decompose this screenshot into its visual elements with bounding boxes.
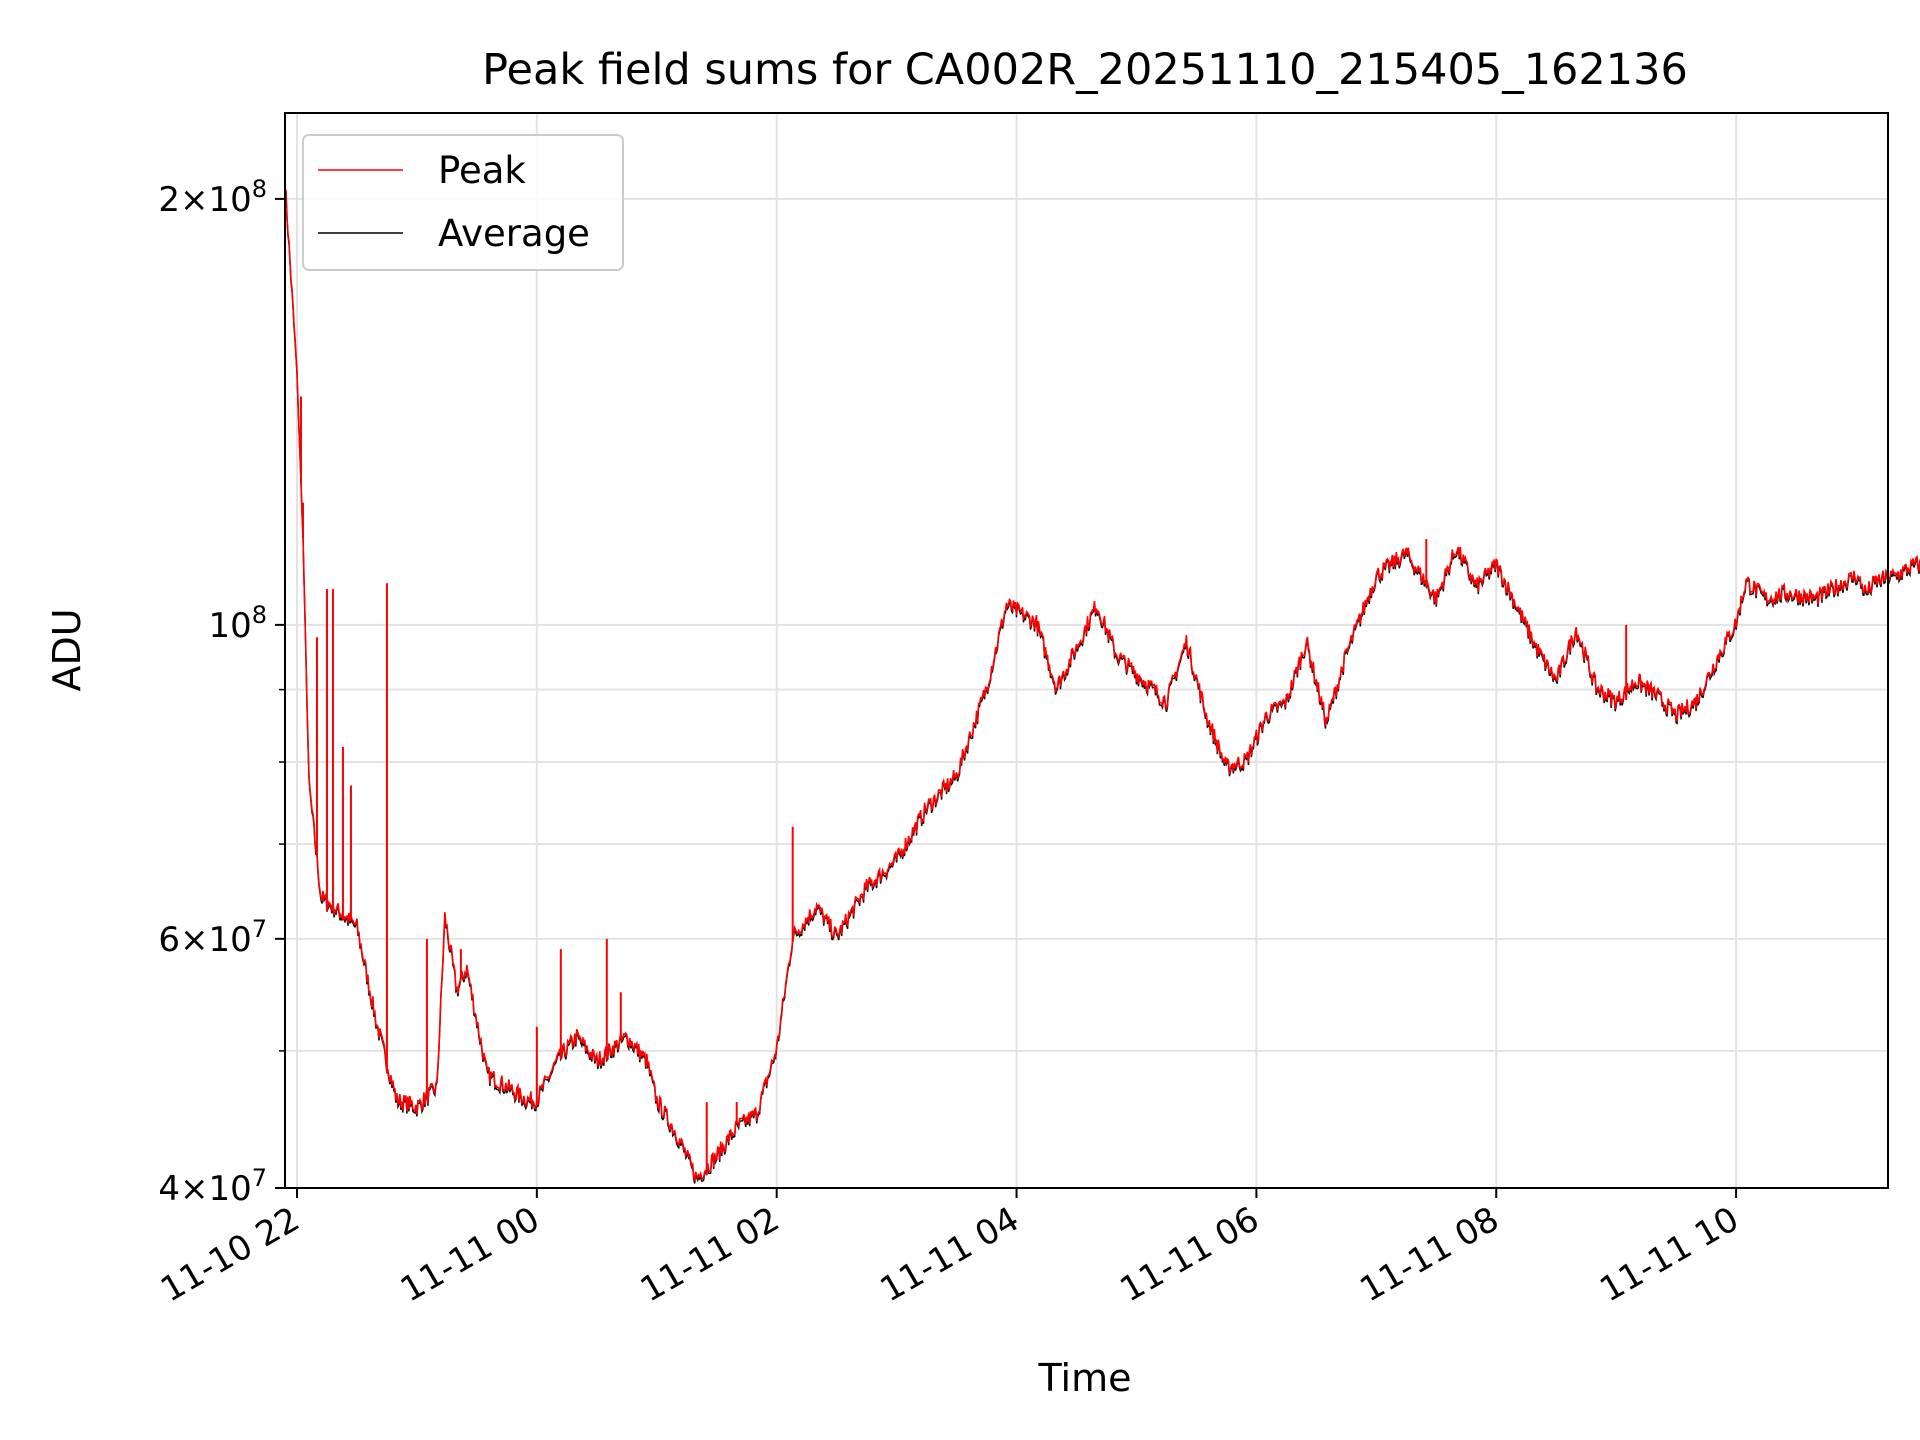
legend-box [302, 134, 624, 271]
chart-title: Peak field sums for CA002R_20251110_2154… [482, 45, 1688, 95]
series-peak-line [284, 189, 1920, 1182]
x-tick-label: 11-11 06 [1114, 1199, 1266, 1310]
series-average-group [284, 191, 1920, 1184]
y-tick-label: 6×107 [158, 915, 267, 960]
x-tick-label: 11-11 08 [1353, 1199, 1505, 1310]
y-tick-label: 4×107 [158, 1164, 267, 1209]
legend-peak-label: Peak [438, 149, 526, 192]
series-average-line [284, 191, 1920, 1184]
y-axis-ticks: 4×107 6×107 108 2×108 [158, 175, 285, 1209]
series-peak-group [284, 189, 1920, 1182]
x-axis-label: Time [1038, 1356, 1132, 1400]
plot-frame [284, 112, 1889, 1189]
x-axis-ticks: 11-10 22 11-11 00 11-11 02 11-11 04 11-11 06… [154, 1188, 1746, 1310]
y-tick-label: 2×108 [158, 175, 267, 220]
legend: Peak Average [302, 134, 624, 271]
grid-lines [285, 113, 1888, 1189]
y-tick-label: 108 [208, 601, 267, 646]
x-tick-label: 11-11 00 [394, 1199, 546, 1310]
x-tick-label: 11-10 22 [154, 1199, 306, 1310]
x-tick-label: 11-11 02 [634, 1199, 786, 1310]
y-axis-label: ADU [45, 608, 89, 691]
x-tick-label: 11-11 04 [874, 1199, 1026, 1310]
x-tick-label: 11-11 10 [1593, 1199, 1745, 1310]
legend-average-label: Average [438, 212, 590, 255]
